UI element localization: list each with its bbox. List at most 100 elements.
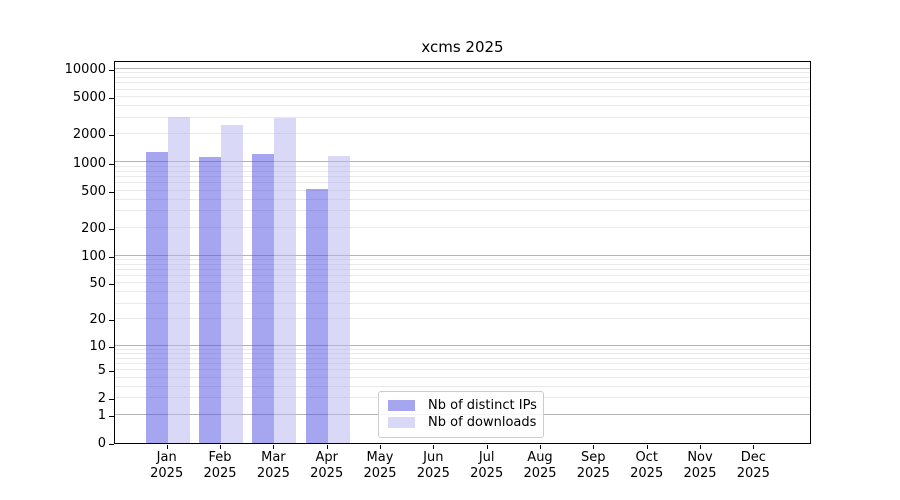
bar-downloads	[274, 118, 297, 443]
x-tick-label: Apr 2025	[295, 450, 359, 482]
y-tick-label: 2	[97, 391, 106, 407]
x-tick-label: Oct 2025	[615, 450, 679, 482]
minor-gridline	[115, 282, 810, 284]
minor-gridline	[115, 189, 810, 191]
minor-gridline	[115, 105, 810, 107]
y-tick-mark	[109, 371, 114, 373]
minor-gridline	[115, 175, 810, 177]
y-tick-mark	[109, 98, 114, 100]
y-tick-mark	[109, 163, 114, 165]
x-tick-label: Jul 2025	[455, 450, 519, 482]
x-tick-month: Dec	[740, 450, 766, 465]
x-tick-label: Jun 2025	[401, 450, 465, 482]
minor-gridline	[115, 210, 810, 212]
x-tick-year: 2025	[736, 466, 770, 481]
x-tick-mark	[166, 445, 168, 449]
y-tick-mark	[109, 284, 114, 286]
x-tick-month: Jul	[478, 450, 495, 465]
x-tick-label: Dec 2025	[721, 450, 785, 482]
minor-gridline	[115, 369, 810, 371]
minor-gridline	[115, 318, 810, 320]
legend-swatch	[388, 400, 415, 411]
x-tick-month: Jan	[156, 450, 177, 465]
x-tick-mark	[326, 445, 328, 449]
y-tick-label: 100	[81, 248, 106, 264]
y-tick-label: 50	[89, 276, 106, 292]
bar-downloads	[221, 124, 244, 443]
x-tick-mark	[380, 445, 381, 449]
minor-gridline	[115, 258, 810, 260]
legend-item-label: Nb of downloads	[428, 415, 537, 430]
plot-area	[114, 61, 811, 444]
x-tick-mark	[220, 445, 221, 449]
x-tick-year: 2025	[203, 466, 237, 481]
y-tick-mark	[109, 191, 114, 193]
major-gridline	[115, 161, 810, 163]
minor-gridline	[115, 376, 810, 378]
y-tick-label: 1000	[72, 155, 106, 171]
y-tick-label: 0	[97, 436, 106, 451]
x-tick-mark	[433, 445, 435, 449]
x-tick-label: May 2025	[348, 450, 412, 482]
x-tick-year: 2025	[576, 466, 610, 481]
x-tick-label: Mar 2025	[241, 450, 305, 482]
minor-gridline	[115, 226, 810, 228]
bar-distinct-ips	[252, 154, 275, 443]
x-tick-label: Aug 2025	[508, 450, 572, 482]
bar-downloads	[167, 117, 190, 443]
minor-gridline	[115, 198, 810, 200]
x-tick-month: Nov	[687, 450, 713, 465]
y-tick-mark	[109, 399, 114, 401]
x-tick-year: 2025	[363, 466, 397, 481]
minor-gridline	[115, 165, 810, 167]
minor-gridline	[115, 362, 810, 364]
y-tick-label: 200	[81, 220, 106, 236]
y-tick-mark	[109, 415, 114, 417]
legend-swatch	[388, 417, 415, 428]
y-tick-label: 2000	[72, 127, 106, 143]
minor-gridline	[115, 116, 810, 118]
x-tick-mark	[593, 445, 595, 449]
bar-downloads	[327, 156, 350, 443]
minor-gridline	[115, 302, 810, 304]
x-tick-mark	[753, 445, 755, 449]
minor-gridline	[115, 385, 810, 387]
x-tick-month: Feb	[208, 450, 232, 465]
bar-distinct-ips	[305, 188, 328, 443]
x-tick-mark	[540, 445, 541, 449]
minor-gridline	[115, 263, 810, 265]
x-tick-year: 2025	[256, 466, 290, 481]
minor-gridline	[115, 77, 810, 79]
legend-item: Nb of distinct IPs	[388, 397, 537, 414]
x-tick-label: Jan 2025	[135, 450, 199, 482]
x-tick-month: Mar	[261, 450, 286, 465]
minor-gridline	[115, 182, 810, 184]
x-tick-month: Jun	[423, 450, 444, 465]
x-tick-mark	[486, 445, 488, 449]
minor-gridline	[115, 291, 810, 293]
minor-gridline	[115, 133, 810, 135]
major-gridline	[115, 68, 810, 69]
y-tick-mark	[109, 444, 114, 445]
x-tick-month: Aug	[527, 450, 553, 465]
x-tick-year: 2025	[470, 466, 504, 481]
y-tick-label: 5000	[72, 90, 106, 106]
minor-gridline	[115, 170, 810, 172]
legend-item: Nb of downloads	[388, 414, 537, 431]
y-tick-mark	[109, 320, 114, 322]
y-tick-mark	[109, 228, 114, 230]
y-tick-label: 10	[89, 338, 106, 354]
y-tick-mark	[109, 346, 114, 348]
minor-gridline	[115, 82, 810, 84]
major-gridline	[115, 254, 810, 256]
x-tick-year: 2025	[416, 466, 450, 481]
y-tick-label: 20	[89, 312, 106, 328]
minor-gridline	[115, 268, 810, 270]
x-tick-month: May	[366, 450, 394, 465]
x-tick-year: 2025	[523, 466, 557, 481]
y-tick-mark	[109, 256, 114, 258]
bar-distinct-ips	[199, 156, 222, 443]
x-tick-label: Nov 2025	[668, 450, 732, 482]
y-tick-label: 5	[97, 363, 106, 379]
